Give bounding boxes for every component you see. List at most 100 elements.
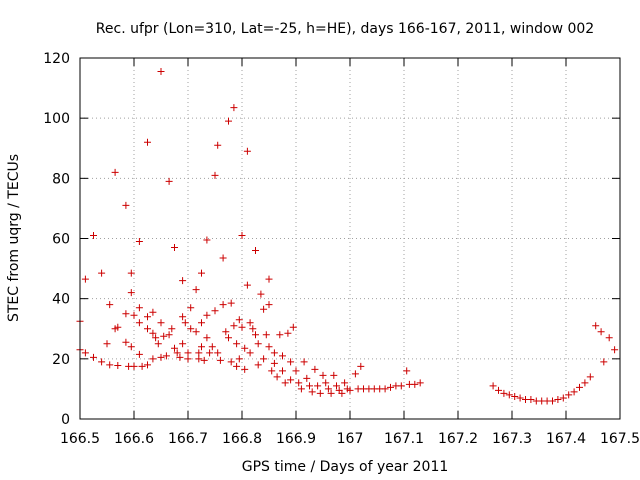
- data-point: [235, 355, 243, 363]
- data-point: [241, 344, 249, 352]
- y-tick-label: 120: [43, 51, 70, 67]
- data-point: [611, 346, 619, 354]
- data-point: [279, 352, 286, 360]
- data-point: [268, 367, 276, 375]
- data-point: [233, 340, 241, 348]
- data-point: [270, 359, 278, 367]
- data-point: [138, 362, 146, 370]
- data-point: [260, 355, 268, 363]
- data-point: [276, 331, 284, 339]
- data-point: [341, 379, 349, 387]
- data-point: [411, 380, 419, 388]
- y-tick-label: 60: [52, 232, 70, 248]
- data-point: [176, 353, 184, 361]
- data-point: [195, 355, 203, 363]
- data-point: [127, 289, 135, 297]
- data-point: [222, 328, 230, 336]
- data-point: [397, 382, 405, 390]
- data-point: [227, 299, 235, 307]
- data-point: [230, 322, 238, 330]
- data-point: [157, 353, 165, 361]
- x-tick-label: 167.4: [546, 431, 586, 447]
- data-point: [219, 254, 227, 262]
- data-point: [144, 361, 151, 369]
- data-point: [416, 379, 424, 387]
- data-point: [516, 394, 524, 402]
- data-point: [144, 138, 151, 146]
- data-point: [570, 388, 578, 396]
- data-point: [511, 392, 519, 400]
- data-point: [106, 361, 114, 369]
- data-point: [179, 340, 187, 348]
- data-point: [246, 319, 254, 327]
- data-point: [330, 371, 338, 379]
- data-point: [225, 334, 232, 342]
- data-point: [130, 362, 138, 370]
- data-point: [106, 301, 114, 309]
- data-point: [254, 340, 262, 348]
- x-axis-ticks: 166.5 166.6 166.7 166.8 166.9 167 167.1 167.2 16…: [60, 58, 640, 447]
- data-point: [127, 343, 135, 351]
- data-point: [243, 147, 251, 155]
- data-point: [103, 340, 111, 348]
- data-point: [311, 365, 319, 373]
- data-point: [203, 236, 211, 244]
- data-point: [241, 365, 249, 373]
- data-point: [203, 311, 211, 319]
- data-point: [270, 349, 278, 357]
- data-point: [505, 391, 513, 399]
- data-point: [135, 350, 143, 358]
- data-point: [235, 316, 243, 324]
- chart-title: Rec. ufpr (Lon=310, Lat=-25, h=HE), days…: [96, 21, 594, 37]
- data-point: [292, 367, 300, 375]
- data-point: [586, 373, 594, 381]
- data-point: [171, 244, 178, 252]
- data-point: [219, 301, 227, 309]
- y-tick-label: 20: [52, 352, 70, 368]
- x-tick-label: 167: [337, 431, 364, 447]
- plot-frame: [79, 57, 621, 420]
- data-point: [243, 281, 251, 289]
- data-point: [265, 343, 273, 351]
- data-point: [198, 269, 205, 277]
- data-point: [319, 371, 327, 379]
- data-point: [192, 286, 200, 294]
- data-point: [605, 334, 613, 342]
- data-point: [111, 168, 119, 176]
- x-tick-label: 166.5: [60, 431, 100, 447]
- y-axis-ticks: 0 20 40 60 80 100 120: [43, 51, 620, 428]
- data-point: [208, 343, 216, 351]
- data-point: [287, 358, 295, 366]
- data-point: [198, 319, 205, 327]
- data-point: [98, 269, 106, 277]
- data-point: [214, 141, 222, 149]
- data-point: [233, 362, 241, 370]
- data-point: [165, 177, 173, 185]
- data-point: [600, 358, 608, 366]
- data-point: [122, 201, 130, 209]
- x-axis-label: GPS time / Days of year 2011: [242, 459, 449, 475]
- data-point: [114, 361, 122, 369]
- data-point: [135, 304, 143, 312]
- data-point: [168, 325, 176, 333]
- data-point: [173, 349, 181, 357]
- data-point: [559, 394, 567, 402]
- data-point: [527, 395, 535, 403]
- data-point: [149, 355, 157, 363]
- data-point: [489, 382, 497, 390]
- data-point: [357, 362, 365, 370]
- data-point: [581, 379, 589, 387]
- data-point: [565, 391, 573, 399]
- data-point: [179, 313, 187, 321]
- data-point: [346, 386, 354, 394]
- x-tick-label: 167.3: [492, 431, 532, 447]
- data-point: [165, 331, 173, 339]
- data-point: [303, 374, 311, 382]
- data-point: [122, 338, 130, 346]
- data-point: [265, 275, 273, 283]
- data-point: [592, 322, 600, 330]
- data-point: [249, 325, 257, 333]
- data-point: [287, 376, 295, 384]
- data-point: [281, 379, 289, 387]
- data-point: [254, 361, 262, 369]
